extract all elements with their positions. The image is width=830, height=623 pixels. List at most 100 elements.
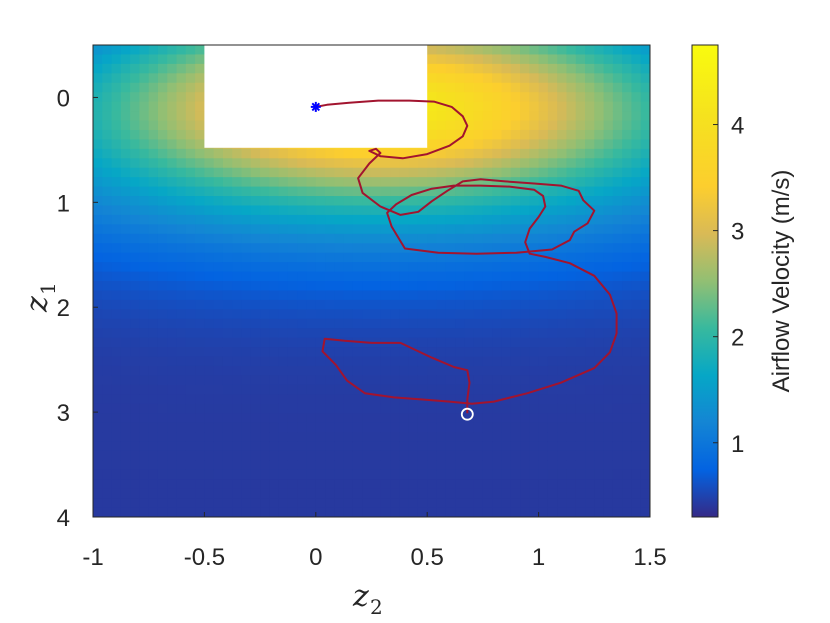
heatmap-cell: [417, 384, 428, 395]
heatmap-cell: [278, 205, 289, 216]
heatmap-cell: [352, 214, 363, 225]
heatmap-cell: [501, 299, 512, 310]
heatmap-cell: [408, 375, 419, 386]
heatmap-cell: [492, 205, 503, 216]
heatmap-cell: [427, 82, 438, 93]
heatmap-cell: [287, 347, 298, 358]
heatmap-cell: [148, 177, 159, 188]
heatmap-cell: [380, 224, 391, 235]
heatmap-cell: [195, 450, 205, 461]
heatmap-cell: [157, 177, 168, 188]
heatmap-cell: [111, 243, 122, 254]
heatmap-cell: [139, 111, 150, 122]
heatmap-cell: [585, 507, 595, 517]
heatmap-cell: [455, 356, 465, 367]
heatmap-cell: [185, 120, 196, 131]
heatmap-cell: [538, 186, 549, 197]
heatmap-cell: [232, 450, 243, 461]
heatmap-cell: [371, 384, 382, 395]
heatmap-cell: [204, 186, 215, 197]
heatmap-cell: [148, 347, 159, 358]
heatmap-cell: [139, 403, 150, 414]
heatmap-cell: [102, 262, 113, 273]
heatmap-cell: [399, 271, 410, 282]
heatmap-cell: [315, 488, 326, 499]
heatmap-cell: [399, 299, 410, 310]
heatmap-cell: [120, 328, 131, 339]
heatmap-cell: [232, 177, 243, 188]
heatmap-cell: [232, 243, 243, 254]
heatmap-cell: [436, 82, 447, 93]
heatmap-cell: [241, 243, 252, 254]
heatmap-cell: [445, 214, 456, 225]
heatmap-cell: [631, 450, 642, 461]
heatmap-cell: [241, 158, 252, 169]
heatmap-cell: [594, 384, 605, 395]
heatmap-cell: [445, 290, 456, 301]
heatmap-cell: [343, 148, 354, 159]
heatmap-cell: [603, 177, 614, 188]
heatmap-cell: [185, 507, 196, 517]
heatmap-cell: [148, 422, 159, 433]
heatmap-cell: [380, 158, 391, 169]
heatmap-cell: [343, 384, 354, 395]
heatmap-cell: [185, 290, 196, 301]
heatmap-cell: [557, 205, 568, 216]
heatmap-cell: [148, 167, 159, 178]
heatmap-cell: [417, 233, 428, 244]
heatmap-cell: [362, 375, 373, 386]
heatmap-cell: [575, 498, 586, 509]
heatmap-cell: [557, 54, 568, 65]
heatmap-cell: [566, 479, 577, 490]
heatmap-cell: [399, 365, 410, 376]
heatmap-cell: [111, 148, 122, 159]
heatmap-cell: [390, 252, 400, 263]
heatmap-cell: [594, 243, 605, 254]
heatmap-cell: [297, 450, 308, 461]
heatmap-cell: [222, 148, 233, 159]
heatmap-cell: [640, 347, 650, 358]
heatmap-cell: [111, 252, 122, 263]
heatmap-cell: [222, 479, 233, 490]
heatmap-cell: [167, 299, 178, 310]
heatmap-cell: [176, 111, 187, 122]
heatmap-cell: [594, 365, 605, 376]
heatmap-cell: [241, 403, 252, 414]
heatmap-cell: [640, 45, 650, 56]
heatmap-cell: [185, 328, 196, 339]
heatmap-cell: [213, 299, 224, 310]
heatmap-cell: [222, 365, 233, 376]
heatmap-cell: [352, 460, 363, 471]
heatmap-cell: [557, 413, 568, 424]
heatmap-cell: [325, 375, 335, 386]
heatmap-cell: [297, 309, 308, 320]
heatmap-cell: [232, 507, 243, 517]
heatmap-cell: [622, 290, 633, 301]
heatmap-cell: [566, 262, 577, 273]
heatmap-cell: [260, 479, 270, 490]
colorbar-gradient: [691, 44, 719, 518]
heatmap-cell: [529, 214, 540, 225]
heatmap-cell: [334, 479, 345, 490]
heatmap-cell: [167, 148, 178, 159]
heatmap-cell: [594, 139, 605, 150]
heatmap-cell: [603, 205, 614, 216]
heatmap-cell: [482, 384, 493, 395]
heatmap-cell: [492, 158, 503, 169]
heatmap-cell: [157, 101, 168, 112]
heatmap-cell: [315, 422, 326, 433]
heatmap-cell: [603, 365, 614, 376]
heatmap-cell: [287, 177, 298, 188]
heatmap-cell: [492, 82, 503, 93]
heatmap-cell: [269, 262, 280, 273]
heatmap-cell: [185, 167, 196, 178]
heatmap-cell: [306, 309, 317, 320]
heatmap-cell: [464, 233, 475, 244]
heatmap-cell: [380, 375, 391, 386]
heatmap-cell: [371, 365, 382, 376]
heatmap-cell: [547, 281, 558, 292]
heatmap-cell: [204, 488, 215, 499]
heatmap-cell: [297, 243, 308, 254]
heatmap-cell: [102, 214, 113, 225]
heatmap-cell: [612, 271, 623, 282]
